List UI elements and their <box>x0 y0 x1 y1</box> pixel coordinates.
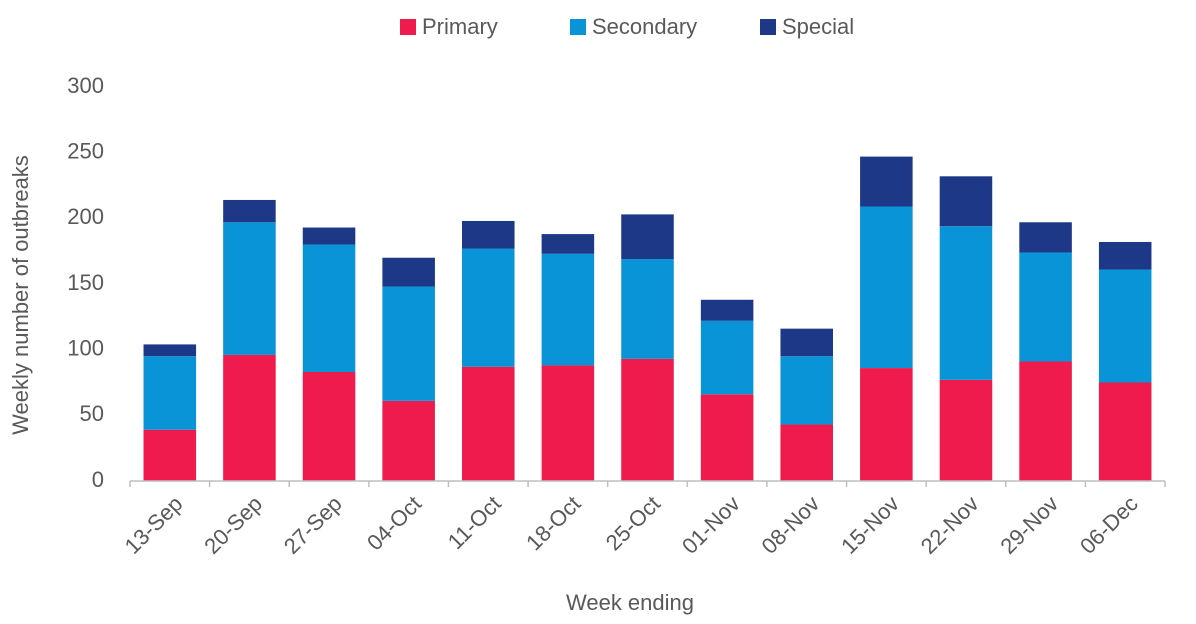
bar-segment <box>621 358 674 481</box>
bar-segment <box>143 344 197 357</box>
bar-segment <box>143 429 197 481</box>
bar-segment <box>302 227 356 245</box>
bar-segment <box>780 424 834 481</box>
x-tick-label: 13-Sep <box>120 491 188 559</box>
bar-segment <box>461 220 515 249</box>
y-tick-label: 0 <box>92 467 104 492</box>
x-tick-label: 20-Sep <box>199 491 267 559</box>
y-axis-title: Weekly number of outbreaks <box>8 155 33 435</box>
bar-segment <box>939 379 993 481</box>
legend-label: Special <box>782 14 854 39</box>
legend-swatch <box>400 19 416 35</box>
bar-segment <box>1098 241 1152 270</box>
x-tick-label: 04-Oct <box>362 491 426 555</box>
bar-segment <box>700 394 754 481</box>
x-tick-label: 11-Oct <box>443 491 506 554</box>
bar-segment <box>382 257 435 287</box>
legend-label: Secondary <box>592 14 697 39</box>
legend-label: Primary <box>422 14 498 39</box>
bar-segment <box>302 371 356 481</box>
y-tick-label: 300 <box>67 73 104 98</box>
bar-segment <box>1019 222 1072 253</box>
bar-segment <box>541 234 595 254</box>
y-tick-label: 250 <box>67 138 104 163</box>
x-tick-label: 15-Nov <box>836 491 904 559</box>
x-tick-label: 01-Nov <box>677 491 745 559</box>
bar-segment <box>382 400 435 481</box>
bar-segment <box>780 328 834 357</box>
x-tick-label: 06-Dec <box>1075 491 1143 559</box>
bar-segment <box>143 356 197 430</box>
x-tick-label: 27-Sep <box>279 491 347 559</box>
bar-segment <box>302 244 356 372</box>
bar-segment <box>223 199 276 223</box>
bar-segment <box>1098 382 1152 481</box>
x-tick-label: 22-Nov <box>916 491 984 559</box>
bar-segment <box>541 365 595 481</box>
legend-swatch <box>570 19 586 35</box>
x-tick-label: 25-Oct <box>601 491 665 555</box>
bar-segment <box>541 253 595 366</box>
bar-segment <box>461 248 515 367</box>
bar-segment <box>223 222 276 355</box>
bar-segment <box>939 226 993 380</box>
y-tick-label: 100 <box>67 335 104 360</box>
x-tick-label: 29-Nov <box>995 491 1063 559</box>
bar-segment <box>700 299 754 321</box>
bar-segment <box>621 214 674 260</box>
bar-segment <box>1019 252 1072 362</box>
x-tick-label: 08-Nov <box>757 491 825 559</box>
bar-segment <box>860 206 913 369</box>
x-tick-label: 18-Oct <box>521 491 585 555</box>
bar-segment <box>621 259 674 359</box>
y-tick-label: 200 <box>67 204 104 229</box>
bar-segment <box>939 176 993 227</box>
y-tick-label: 50 <box>80 401 104 426</box>
bar-segment <box>1098 269 1152 383</box>
bar-segment <box>461 366 515 481</box>
y-tick-label: 150 <box>67 270 104 295</box>
bar-segment <box>780 356 834 425</box>
bar-segment <box>860 156 913 207</box>
bar-segment <box>700 320 754 395</box>
x-axis-title: Week ending <box>566 590 694 615</box>
legend-swatch <box>760 19 776 35</box>
bar-segment <box>860 368 913 481</box>
bar-segment <box>223 354 276 481</box>
bar-segment <box>382 286 435 401</box>
bar-segment <box>1019 361 1072 481</box>
